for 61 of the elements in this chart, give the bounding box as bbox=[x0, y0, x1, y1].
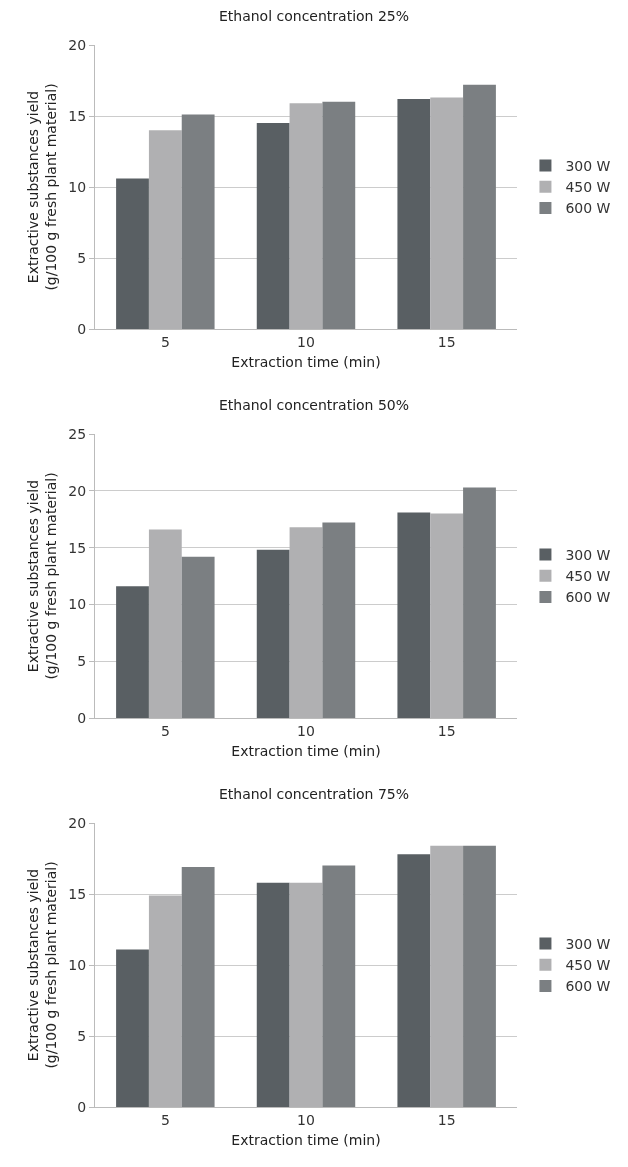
legend-label: 450 W bbox=[565, 957, 611, 974]
x-axis-title: Extraction time (min) bbox=[231, 743, 381, 760]
y-tick-label: 15 bbox=[68, 885, 87, 902]
y-tick-label: 25 bbox=[68, 425, 87, 442]
y-tick-label: 5 bbox=[77, 1027, 87, 1044]
y-tick-label: 10 bbox=[68, 956, 87, 973]
legend-label: 600 W bbox=[565, 589, 611, 606]
y-tick-label: 10 bbox=[68, 178, 87, 195]
legend-label: 600 W bbox=[565, 978, 611, 995]
bar bbox=[322, 865, 356, 1107]
y-tick-label: 20 bbox=[68, 482, 87, 499]
bar bbox=[116, 586, 149, 718]
x-tick-label: 5 bbox=[160, 722, 170, 739]
bar bbox=[181, 556, 215, 718]
y-tick-label: 5 bbox=[77, 653, 87, 670]
x-tick-label: 10 bbox=[297, 333, 315, 350]
bar bbox=[463, 84, 496, 329]
y-tick-label: 15 bbox=[68, 107, 87, 124]
y-tick-label: 0 bbox=[77, 1098, 87, 1115]
x-tick-label: 15 bbox=[437, 722, 456, 739]
bar bbox=[397, 512, 431, 718]
y-tick-label: 5 bbox=[77, 249, 87, 266]
bar bbox=[463, 487, 496, 718]
legend-label: 600 W bbox=[565, 200, 611, 217]
x-tick-label: 10 bbox=[297, 1111, 315, 1128]
x-tick-label: 15 bbox=[437, 333, 456, 350]
chart-title: Ethanol concentration 50% bbox=[218, 397, 410, 414]
y-axis-title: Extractive substances yield (g/100 g fresh plant material) bbox=[24, 472, 59, 680]
y-axis-title: Extractive substances yield (g/100 g fresh plant material) bbox=[24, 861, 59, 1069]
bar bbox=[181, 867, 215, 1107]
bar bbox=[322, 101, 356, 329]
chart-title: Ethanol concentration 75% bbox=[218, 786, 410, 803]
y-tick-label: 10 bbox=[68, 596, 87, 613]
x-axis-title: Extraction time (min) bbox=[231, 354, 381, 371]
bar bbox=[116, 949, 149, 1107]
x-tick-label: 5 bbox=[160, 1111, 170, 1128]
bar bbox=[256, 549, 290, 718]
y-tick-label: 20 bbox=[68, 814, 87, 831]
y-tick-label: 15 bbox=[68, 539, 87, 556]
y-axis-title: Extractive substances yield (g/100 g fresh plant material) bbox=[24, 83, 59, 291]
legend-label: 450 W bbox=[565, 179, 611, 196]
bar bbox=[256, 882, 290, 1107]
y-tick-label: 0 bbox=[77, 709, 87, 726]
legend-label: 300 W bbox=[565, 936, 611, 953]
y-tick-label: 0 bbox=[77, 320, 87, 337]
x-tick-label: 5 bbox=[160, 333, 170, 350]
x-tick-label: 15 bbox=[437, 1111, 456, 1128]
bar bbox=[397, 98, 431, 329]
y-tick-label: 20 bbox=[68, 36, 87, 53]
x-axis-title: Extraction time (min) bbox=[231, 1132, 381, 1149]
bar bbox=[256, 123, 290, 329]
bar bbox=[181, 114, 215, 329]
bar bbox=[116, 178, 149, 329]
x-tick-label: 10 bbox=[297, 722, 315, 739]
legend-label: 300 W bbox=[565, 158, 611, 175]
chart-title: Ethanol concentration 25% bbox=[218, 8, 410, 25]
legend-label: 450 W bbox=[565, 568, 611, 585]
bar bbox=[397, 854, 431, 1107]
legend-label: 300 W bbox=[565, 547, 611, 564]
bar bbox=[463, 845, 496, 1107]
bar bbox=[322, 522, 356, 718]
